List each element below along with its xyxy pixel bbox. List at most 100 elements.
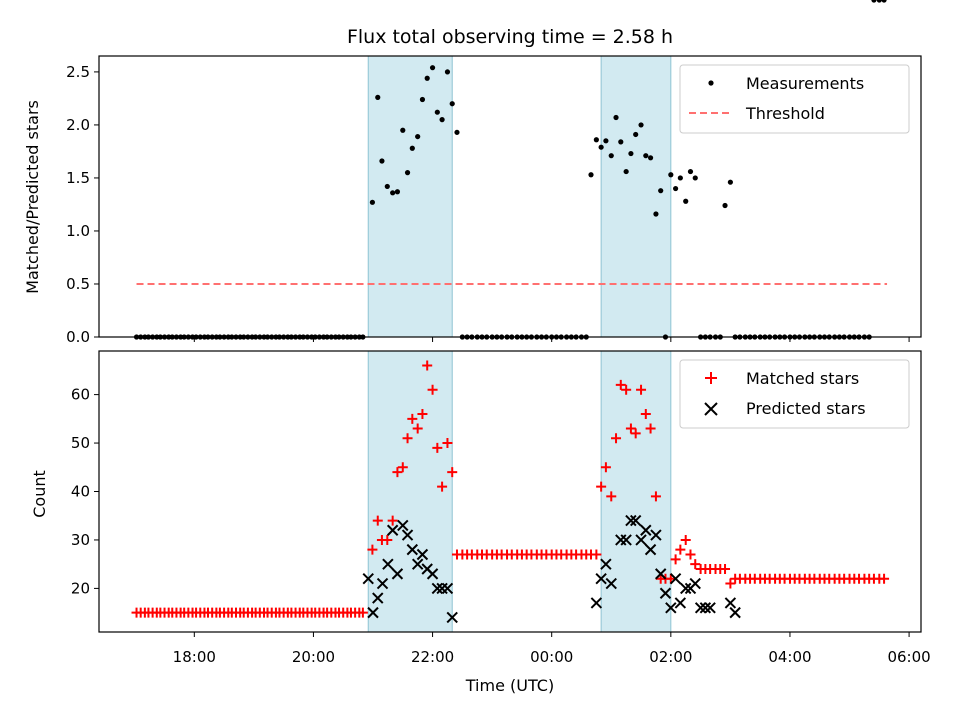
measurement-point (449, 101, 455, 107)
predicted-star-point (391, 568, 404, 580)
measurement-point (384, 183, 390, 190)
matched-star-point (591, 549, 602, 560)
bottom-y-axis-label: Count (30, 470, 49, 518)
measurement-point (444, 69, 451, 75)
bottom-ytick-label: 20 (71, 579, 90, 597)
predicted-star-point (680, 582, 692, 595)
measurement-point (415, 133, 421, 140)
measurement-point (668, 172, 674, 178)
predicted-star-point (416, 548, 429, 561)
measurement-point (687, 168, 694, 175)
predicted-star-point (729, 606, 741, 619)
predicted-star-point (441, 582, 454, 595)
measurement-point (677, 175, 683, 181)
measurement-point (638, 122, 644, 128)
matched-star-point (636, 384, 647, 395)
measurement-point (881, 0, 887, 3)
predicted-star-point (406, 543, 419, 556)
bottom-legend-box (679, 359, 910, 429)
predicted-star-point (659, 587, 672, 599)
predicted-star-point (674, 597, 687, 609)
matched-legend-marker (705, 372, 717, 384)
measurement-point (643, 153, 649, 159)
matched-star-point (437, 481, 448, 492)
measurement-point (379, 158, 385, 164)
matched-star-point (670, 554, 681, 565)
matched-star-point (675, 544, 686, 555)
predicted-star-point (669, 572, 682, 585)
measurement-point (419, 96, 426, 103)
xtick-label: 02:00 (649, 648, 692, 666)
measurement-point (439, 117, 445, 123)
predicted-star-point (401, 529, 414, 541)
top-x-ticks (193, 337, 910, 342)
matched-star-point (615, 379, 626, 390)
predicted-star-point (644, 543, 657, 556)
predicted-star-point (629, 514, 642, 527)
predicted-star-point (376, 577, 389, 590)
predicted-star-point (600, 558, 612, 570)
measurement-point (369, 199, 376, 205)
measurement-point (672, 185, 679, 192)
matched-star-point (367, 544, 378, 555)
legend-matched-stars: Matched stars (746, 369, 859, 388)
matched-star-point (596, 481, 607, 492)
matched-star-point (372, 515, 383, 526)
matched-star-point (397, 462, 408, 473)
measurement-point (633, 131, 639, 138)
matched-star-point (387, 515, 398, 526)
measurement-point (608, 153, 614, 159)
measurement-point (727, 179, 733, 185)
matched-star-point (640, 408, 651, 419)
matched-star-point (879, 573, 890, 584)
matched-star-point (417, 408, 428, 419)
measurement-point (434, 109, 440, 115)
xtick-label: 22:00 (411, 648, 454, 666)
matched-star-point (447, 467, 458, 478)
matched-star-point (432, 442, 443, 453)
measurement-point (683, 198, 689, 204)
bottom-legend: Matched stars Predicted stars (679, 359, 910, 429)
top-axes-frame (98, 55, 922, 338)
bottom-x-axis: 18:00 20:00 22:00 00:00 02:00 04:00 06:00 (173, 632, 931, 666)
top-legend: Measurements Threshold (679, 64, 910, 134)
matched-star-point (650, 491, 661, 502)
bottom-ytick-label: 40 (71, 483, 90, 501)
predicted-star-point (605, 577, 617, 590)
measurement-point (628, 150, 634, 157)
top-ytick-label: 2.0 (66, 116, 90, 134)
matched-star-point (645, 423, 656, 434)
measurement-point (409, 145, 415, 151)
predicted-star-point (431, 582, 444, 595)
measurement-point (593, 137, 599, 143)
measurement-point (653, 211, 659, 217)
predicted-star-point (446, 611, 458, 624)
measurement-point (424, 75, 430, 81)
matched-star-point (630, 428, 641, 439)
bottom-ytick-label: 60 (71, 386, 90, 404)
predicted-star-point (689, 577, 701, 590)
top-ytick-label: 1.0 (66, 222, 90, 240)
predicted-star-point (382, 558, 394, 570)
matched-star-point (621, 384, 632, 395)
top-ytick-label: 0.5 (66, 275, 90, 293)
measurement-point (588, 172, 594, 178)
matched-star-point (720, 564, 731, 575)
matched-star-point (392, 467, 403, 478)
measurement-point (647, 155, 654, 161)
measurement-point (598, 144, 604, 150)
matched-star-point (665, 573, 676, 584)
xtick-label: 20:00 (292, 648, 335, 666)
top-panel: 0.0 0.5 1.0 1.5 2.0 2.5 Matched/Predicted sta… (23, 0, 922, 346)
matched-stars-series (131, 360, 890, 618)
xtick-label: 06:00 (887, 648, 930, 666)
x-axis-label: Time (UTC) (465, 676, 554, 695)
matched-star-point (600, 462, 611, 473)
top-ytick-label: 2.5 (66, 63, 90, 81)
matched-star-point (382, 534, 393, 545)
predicted-star-point (704, 602, 716, 614)
top-legend-box (679, 64, 910, 134)
predicted-star-point (372, 592, 384, 604)
measurement-point (400, 127, 406, 133)
